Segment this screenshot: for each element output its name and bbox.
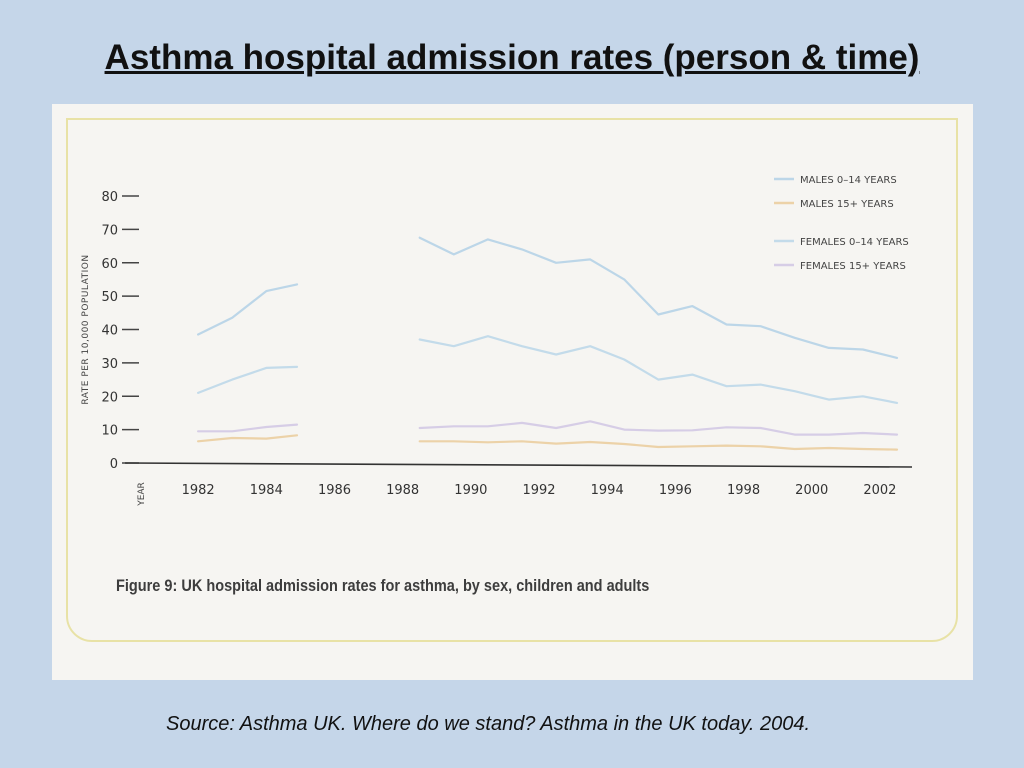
legend-label: MALES 15+ YEARS: [800, 199, 894, 210]
series-line-2-segment-0: [197, 365, 299, 394]
figure-panel: 0 10 20 30 40 50 60 70 80 RATE PER 10,000 POPULAT…: [52, 104, 973, 680]
legend-label: FEMALES 0–14 YEARS: [800, 237, 909, 248]
y-tick-label: 80: [101, 190, 118, 205]
series-line-3-segment-0: [197, 423, 299, 433]
y-tick-label: 60: [101, 257, 118, 272]
legend-label: MALES 0–14 YEARS: [800, 175, 897, 186]
x-axis: 1982 1984 1986 1988 1990 1992 1994 1996 1998 2000…: [124, 462, 913, 507]
slide-title: Asthma hospital admission rates (person …: [104, 38, 920, 77]
x-tick-label: 1998: [727, 483, 760, 498]
x-tick-label: 2002: [863, 483, 896, 498]
x-tick-label: 1992: [522, 483, 555, 498]
x-tick-label: 1982: [182, 483, 215, 498]
y-tick-label: 50: [101, 290, 118, 305]
y-tick-label: 70: [101, 223, 118, 238]
y-tick-label: 40: [101, 324, 118, 339]
series-line-0-segment-1: [418, 236, 899, 359]
y-tick-label: 0: [110, 457, 118, 472]
series-line-1-segment-1: [418, 440, 899, 451]
legend: MALES 0–14 YEARS MALES 15+ YEARS FEMALES 0…: [774, 175, 909, 272]
y-axis: 0 10 20 30 40 50 60 70 80 RATE PER 10,000 POPULAT…: [81, 190, 139, 472]
series-line-3-segment-1: [418, 420, 899, 436]
source-note: Source: Asthma UK. Where do we stand? As…: [166, 713, 811, 735]
figure-frame: [66, 118, 958, 642]
x-axis-line: [124, 462, 913, 468]
x-tick-label: 1986: [318, 483, 351, 498]
x-tick-label: 2000: [795, 483, 828, 498]
y-tick-label: 10: [101, 424, 118, 439]
x-tick-label: 1994: [591, 483, 624, 498]
series-line-0-segment-0: [197, 283, 299, 336]
x-tick-label: 1984: [250, 483, 283, 498]
x-axis-label: YEAR: [137, 482, 147, 507]
x-tick-label: 1996: [659, 483, 692, 498]
figure-caption: Figure 9: UK hospital admission rates fo…: [116, 577, 650, 595]
y-tick-label: 20: [101, 390, 118, 405]
series-line-1-segment-0: [197, 434, 299, 443]
y-axis-label: RATE PER 10,000 POPULATION: [81, 254, 91, 404]
legend-label: FEMALES 15+ YEARS: [800, 261, 906, 272]
x-tick-label: 1990: [454, 483, 487, 498]
series-lines: [197, 236, 899, 451]
line-chart: 0 10 20 30 40 50 60 70 80 RATE PER 10,000 POPULAT…: [81, 175, 913, 507]
y-tick-label: 30: [101, 357, 118, 372]
series-line-2-segment-1: [418, 335, 899, 404]
x-tick-label: 1988: [386, 483, 419, 498]
